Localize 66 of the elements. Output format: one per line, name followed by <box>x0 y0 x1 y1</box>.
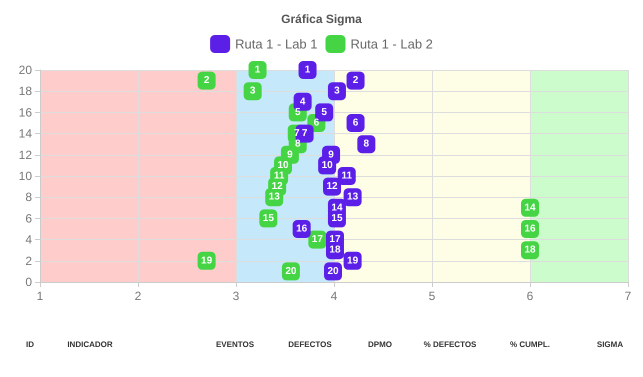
text: % DEFECTOS <box>422 340 478 349</box>
text: SIGMA <box>596 340 624 349</box>
annotation: 6 <box>314 118 320 128</box>
annotation: 8 <box>294 138 301 150</box>
annotation: 16 <box>296 224 308 234</box>
annotation: 20 <box>327 266 340 277</box>
annotation: 20 <box>285 266 297 277</box>
text: ID <box>25 340 35 349</box>
text: DEFECTOS <box>287 340 333 349</box>
annotation: 12 <box>272 181 284 192</box>
annotation: 11 <box>274 170 285 182</box>
annotation: 9 <box>328 149 334 160</box>
x-tick-label: 4 <box>330 289 338 303</box>
annotation: 12 <box>326 181 338 192</box>
annotation: 3 <box>334 86 340 97</box>
y-tick-label: 12 <box>18 148 32 162</box>
y-tick-label: 16 <box>18 105 32 120</box>
annotation: 3 <box>250 86 256 97</box>
y-tick-label: 10 <box>18 169 32 183</box>
x-tick-label: 3 <box>232 289 240 303</box>
y-tick-label: 4 <box>25 232 32 247</box>
annotation: 10 <box>322 160 334 171</box>
annotation: 17 <box>312 234 324 246</box>
annotation: 19 <box>201 255 213 266</box>
annotation: 2 <box>352 75 359 86</box>
annotation: 1 <box>304 64 311 76</box>
x-tick-label: 7 <box>624 289 632 303</box>
y-tick-label: 2 <box>25 254 32 268</box>
annotation: 4 <box>300 96 306 108</box>
annotation: 14 <box>331 202 343 214</box>
annotation: 14 <box>524 202 536 214</box>
y-tick-label: 8 <box>25 190 32 204</box>
y-tick-label: 0 <box>25 275 32 289</box>
annotation: 18 <box>329 244 341 256</box>
legend-label: Ruta 1 - Lab 1 <box>235 36 318 52</box>
y-tick-label: 20 <box>18 63 32 77</box>
annotation: 13 <box>347 192 359 203</box>
annotation: 2 <box>204 75 210 86</box>
text: INDICADOR <box>66 340 114 349</box>
text: % CUMPL. <box>509 340 551 349</box>
y-tick-label: 18 <box>18 84 32 98</box>
annotation: 15 <box>262 212 274 224</box>
annotation: 15 <box>331 212 343 224</box>
y-tick-label: 14 <box>18 126 32 141</box>
annotation: 8 <box>364 138 370 150</box>
chart-title: Gráfica Sigma <box>281 12 362 26</box>
annotation: 6 <box>352 118 359 128</box>
x-tick-label: 6 <box>526 289 534 303</box>
y-tick-label: 6 <box>25 211 32 226</box>
annotation: 7 <box>302 128 308 140</box>
text: EVENTOS <box>214 340 256 349</box>
annotation: 13 <box>268 192 280 203</box>
annotation: 9 <box>287 149 294 160</box>
legend-label: Ruta 1 - Lab 2 <box>350 36 433 52</box>
annotation: 19 <box>347 255 359 266</box>
annotation: 18 <box>524 244 536 256</box>
annotation: 1 <box>254 64 261 76</box>
annotation: 11 <box>341 170 352 182</box>
x-tick-label: 5 <box>428 289 436 303</box>
annotation: 5 <box>321 106 328 118</box>
annotation: 10 <box>277 160 290 171</box>
annotation: 17 <box>329 234 341 246</box>
x-tick-label: 1 <box>36 289 44 303</box>
x-tick-label: 2 <box>134 289 142 303</box>
annotation: 16 <box>524 224 536 234</box>
text: DPMO <box>367 340 393 349</box>
